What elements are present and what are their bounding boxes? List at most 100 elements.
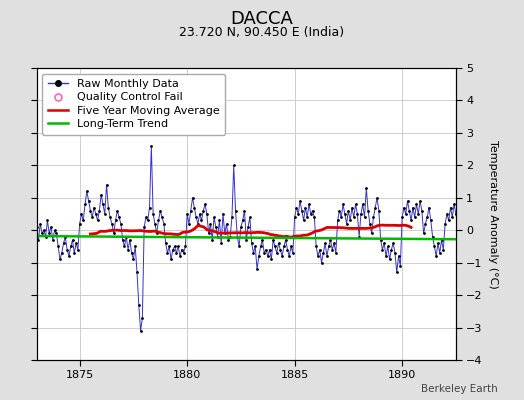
Point [32, 224, 41, 230]
Point [43, 217, 52, 224]
Point [58, 250, 66, 256]
Point [412, 201, 421, 208]
Point [228, 214, 236, 220]
Point [382, 253, 390, 259]
Point [396, 263, 405, 269]
Point [131, 243, 139, 250]
Point [328, 246, 336, 253]
Point [86, 208, 95, 214]
Point [326, 237, 335, 243]
Point [275, 240, 283, 246]
Point [384, 243, 392, 250]
Point [410, 214, 419, 220]
Point [341, 211, 349, 217]
Point [452, 211, 460, 217]
Point [222, 220, 231, 227]
Point [301, 204, 310, 211]
Point [38, 230, 46, 237]
Point [342, 220, 351, 227]
Point [149, 211, 157, 217]
Point [195, 211, 204, 217]
Point [61, 234, 70, 240]
Point [124, 246, 132, 253]
Point [287, 243, 295, 250]
Point [285, 253, 293, 259]
Point [45, 230, 53, 237]
Point [118, 237, 127, 243]
Point [353, 211, 362, 217]
Point [67, 243, 75, 250]
Point [126, 237, 134, 243]
Point [127, 250, 136, 256]
Point [280, 243, 288, 250]
Point [276, 246, 285, 253]
Point [367, 230, 376, 237]
Point [65, 253, 73, 259]
Point [289, 250, 297, 256]
Point [226, 234, 234, 240]
Point [194, 220, 202, 227]
Point [102, 182, 111, 188]
Point [145, 204, 154, 211]
Point [299, 217, 308, 224]
Point [457, 250, 465, 256]
Point [260, 250, 268, 256]
Point [344, 208, 353, 214]
Point [187, 208, 195, 214]
Point [308, 208, 316, 214]
Point [108, 220, 116, 227]
Point [305, 201, 313, 208]
Point [74, 246, 82, 253]
Point [238, 217, 247, 224]
Point [292, 204, 301, 211]
Point [373, 194, 381, 201]
Point [129, 256, 138, 263]
Point [330, 240, 339, 246]
Point [283, 246, 292, 253]
Point [387, 246, 396, 253]
Point [324, 243, 333, 250]
Point [389, 240, 397, 246]
Point [321, 240, 329, 246]
Point [77, 211, 85, 217]
Point [398, 214, 406, 220]
Point [339, 201, 347, 208]
Point [369, 214, 378, 220]
Point [224, 237, 233, 243]
Point [52, 230, 61, 237]
Point [210, 214, 218, 220]
Point [423, 214, 431, 220]
Point [298, 208, 306, 214]
Point [319, 250, 328, 256]
Point [176, 253, 184, 259]
Point [68, 237, 77, 243]
Point [425, 204, 433, 211]
Point [230, 162, 238, 168]
Point [208, 237, 216, 243]
Point [434, 240, 442, 246]
Point [215, 217, 224, 224]
Point [265, 246, 274, 253]
Point [335, 208, 344, 214]
Point [247, 240, 256, 246]
Point [221, 230, 229, 237]
Point [167, 256, 175, 263]
Point [318, 260, 326, 266]
Point [54, 243, 62, 250]
Point [281, 237, 290, 243]
Point [231, 208, 239, 214]
Point [251, 243, 259, 250]
Point [405, 208, 413, 214]
Point [41, 234, 50, 240]
Point [246, 214, 254, 220]
Point [435, 250, 444, 256]
Point [303, 214, 311, 220]
Point [395, 253, 403, 259]
Point [380, 240, 388, 246]
Point [444, 217, 453, 224]
Point [242, 237, 250, 243]
Point [72, 240, 80, 246]
Point [256, 243, 265, 250]
Point [432, 253, 440, 259]
Point [192, 214, 200, 220]
